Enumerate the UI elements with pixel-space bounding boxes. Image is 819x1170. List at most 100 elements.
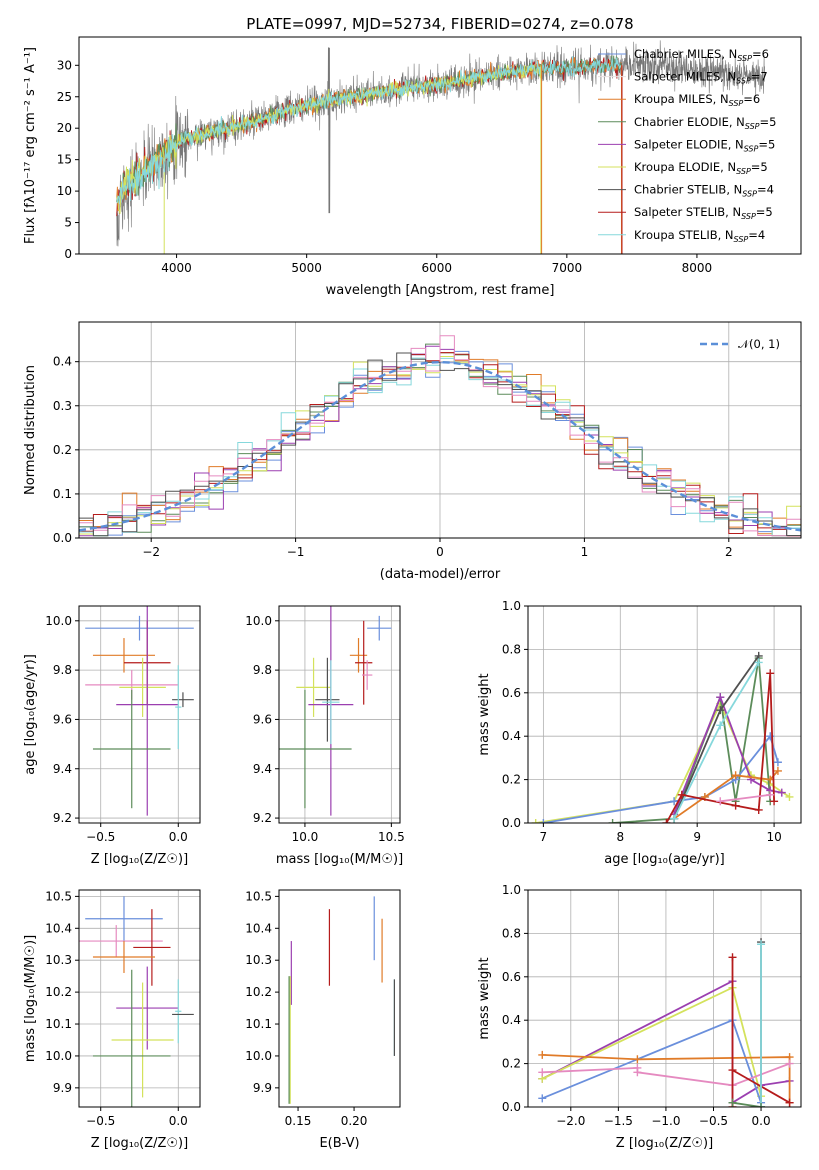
x-tick-label: −0.5 <box>86 830 115 844</box>
x-tick-label: −1.5 <box>604 1114 633 1128</box>
axes-frame <box>278 889 401 1108</box>
y-tick-label: 9.2 <box>53 811 72 825</box>
x-axis-label: wavelength [Angstrom, rest frame] <box>326 283 555 298</box>
point-marker <box>766 790 775 799</box>
x-tick-label: 0.0 <box>169 1114 188 1128</box>
frame-layer: 7 8 9 10 0.0 0.2 0.4 0.6 0.8 1.0 age [log₁₀(age/yr… <box>477 599 802 867</box>
x-tick-label: −2.0 <box>556 1114 585 1128</box>
y-tick-label: 5 <box>64 216 72 230</box>
point-marker <box>716 693 725 702</box>
mass-weight-line <box>535 701 791 823</box>
x-axis-label: Z [log₁₀(Z/Z☉)] <box>91 1136 188 1151</box>
legend-entry: Kroupa STELIB, NSSP=4 <box>634 228 765 244</box>
point-marker <box>773 766 782 775</box>
x-tick-label: 7000 <box>552 261 583 275</box>
y-tick-label: 25 <box>57 90 72 104</box>
point-marker <box>757 1103 766 1107</box>
mass-weight-line <box>542 1054 791 1103</box>
axes-residuals: −2 −1 0 1 2 0.0 0.1 0.2 0.3 0.4 (data-model)/error… <box>23 321 802 582</box>
point-marker <box>670 797 679 806</box>
frame-layer: −2.0 −1.5 −1.0 −0.5 0.0 0.0 0.2 0.4 0.6 0.8 1.0 Z [… <box>477 883 802 1151</box>
spectrum-model-line <box>116 57 622 212</box>
y-tick-label: 0.6 <box>502 970 521 984</box>
point-marker <box>716 721 725 730</box>
x-tick-label: 8 <box>616 830 624 844</box>
point-marker <box>633 1068 642 1077</box>
frame-layer: 10.0 10.5 9.2 9.4 9.6 9.8 10.0 mass [log₁₀(M/M☉… <box>245 605 405 867</box>
y-tick-label: 10.2 <box>245 985 272 999</box>
frame-layer: −0.5 0.0 9.9 10.0 10.1 10.2 10.3 10.4 10.5 Z [log… <box>23 889 201 1151</box>
x-tick-label: 7 <box>540 830 548 844</box>
plot-area-residuals <box>79 335 801 537</box>
histogram-step <box>79 335 801 537</box>
axes-age_vs_mass: 10.0 10.5 9.2 9.4 9.6 9.8 10.0 mass [log₁₀(M/M☉… <box>245 605 405 867</box>
point-marker <box>731 771 740 780</box>
point-marker <box>531 819 540 823</box>
x-tick-label: 6000 <box>421 261 452 275</box>
y-tick-label: 0.0 <box>502 816 521 830</box>
axes-spectrum: 4000 5000 6000 7000 8000 0 5 10 15 20 25 30 waveleng… <box>23 36 802 298</box>
point-marker <box>773 758 782 767</box>
y-axis-label: Normed distribution <box>23 365 38 495</box>
spectrum-model-line <box>116 55 622 204</box>
point-marker <box>754 805 763 814</box>
point-marker <box>770 797 779 806</box>
y-tick-label: 0.8 <box>502 926 521 940</box>
y-tick-label: 1.0 <box>502 883 521 897</box>
legend-entry: Salpeter MILES, NSSP=7 <box>634 70 768 86</box>
frame-layer: −2 −1 0 1 2 0.0 0.1 0.2 0.3 0.4 (data-model)/error… <box>23 321 802 582</box>
plot-area-mass_weight_vs_age <box>531 651 794 823</box>
axes-frame <box>527 605 802 824</box>
chart-title: PLATE=0997, MJD=52734, FIBERID=0274, z=0… <box>246 15 633 33</box>
y-tick-label: 10.4 <box>45 921 72 935</box>
x-axis-label: Z [log₁₀(Z/Z☉)] <box>616 1136 713 1151</box>
point-marker <box>754 658 763 667</box>
y-tick-label: 0.4 <box>502 729 521 743</box>
x-axis-label: Z [log₁₀(Z/Z☉)] <box>91 852 188 867</box>
y-axis-label: Flux [fλ10⁻¹⁷ erg cm⁻² s⁻¹ A⁻¹] <box>23 47 38 244</box>
y-tick-label: 10.5 <box>245 889 272 903</box>
point-marker <box>716 706 725 715</box>
x-tick-label: 9 <box>693 830 701 844</box>
y-tick-label: 9.8 <box>53 663 72 677</box>
y-tick-label: 0.0 <box>502 1100 521 1114</box>
axes-frame <box>78 36 802 255</box>
x-tick-label: 8000 <box>682 261 713 275</box>
point-marker <box>677 790 686 799</box>
y-axis-label: age [log₁₀(age/yr)] <box>23 654 38 775</box>
axes-age_vs_Z: −0.5 0.0 9.2 9.4 9.6 9.8 10.0 Z [log₁₀(Z/Z☉)] ag… <box>23 605 201 867</box>
x-tick-label: −2 <box>142 545 160 559</box>
point-marker <box>766 669 775 678</box>
y-tick-label: 0.2 <box>502 773 521 787</box>
y-tick-label: 10.0 <box>45 1049 72 1063</box>
y-tick-label: 9.4 <box>53 762 72 776</box>
y-axis-label: mass weight <box>477 957 492 1039</box>
x-tick-label: 4000 <box>161 261 192 275</box>
legend-entry: Chabrier STELIB, NSSP=4 <box>634 183 774 199</box>
legend-entry: Salpeter STELIB, NSSP=5 <box>634 205 773 221</box>
y-tick-label: 20 <box>57 121 72 135</box>
y-tick-label: 9.6 <box>253 712 272 726</box>
point-marker <box>633 1055 642 1064</box>
axes-mass_weight_vs_Z: −2.0 −1.5 −1.0 −0.5 0.0 0.0 0.2 0.4 0.6 0.8 1.0 Z [… <box>477 883 802 1151</box>
point-marker <box>757 940 766 949</box>
plot-area-spectrum <box>116 40 765 254</box>
y-tick-label: 9.9 <box>53 1081 72 1095</box>
y-tick-label: 0.8 <box>502 642 521 656</box>
plot-area-mass_weight_vs_Z <box>538 938 794 1107</box>
mass-weight-line <box>612 657 772 823</box>
y-tick-label: 9.4 <box>253 762 272 776</box>
point-marker <box>538 1094 547 1103</box>
axes-mass_weight_vs_age: 7 8 9 10 0.0 0.2 0.4 0.6 0.8 1.0 age [log₁₀(age/yr… <box>477 599 802 867</box>
point-marker <box>539 819 548 823</box>
axes-mass_vs_Z: −0.5 0.0 9.9 10.0 10.1 10.2 10.3 10.4 10.5 Z [log… <box>23 889 201 1151</box>
spectrum-model-line <box>116 56 622 204</box>
point-marker <box>785 1098 794 1107</box>
x-tick-label: −1 <box>287 545 305 559</box>
legend-entry: 𝒩(0, 1) <box>738 337 780 351</box>
axes-frame <box>78 889 201 1108</box>
point-marker <box>608 819 617 823</box>
legend-entry: Salpeter ELODIE, NSSP=5 <box>634 137 775 153</box>
mass-weight-line <box>541 986 762 1097</box>
